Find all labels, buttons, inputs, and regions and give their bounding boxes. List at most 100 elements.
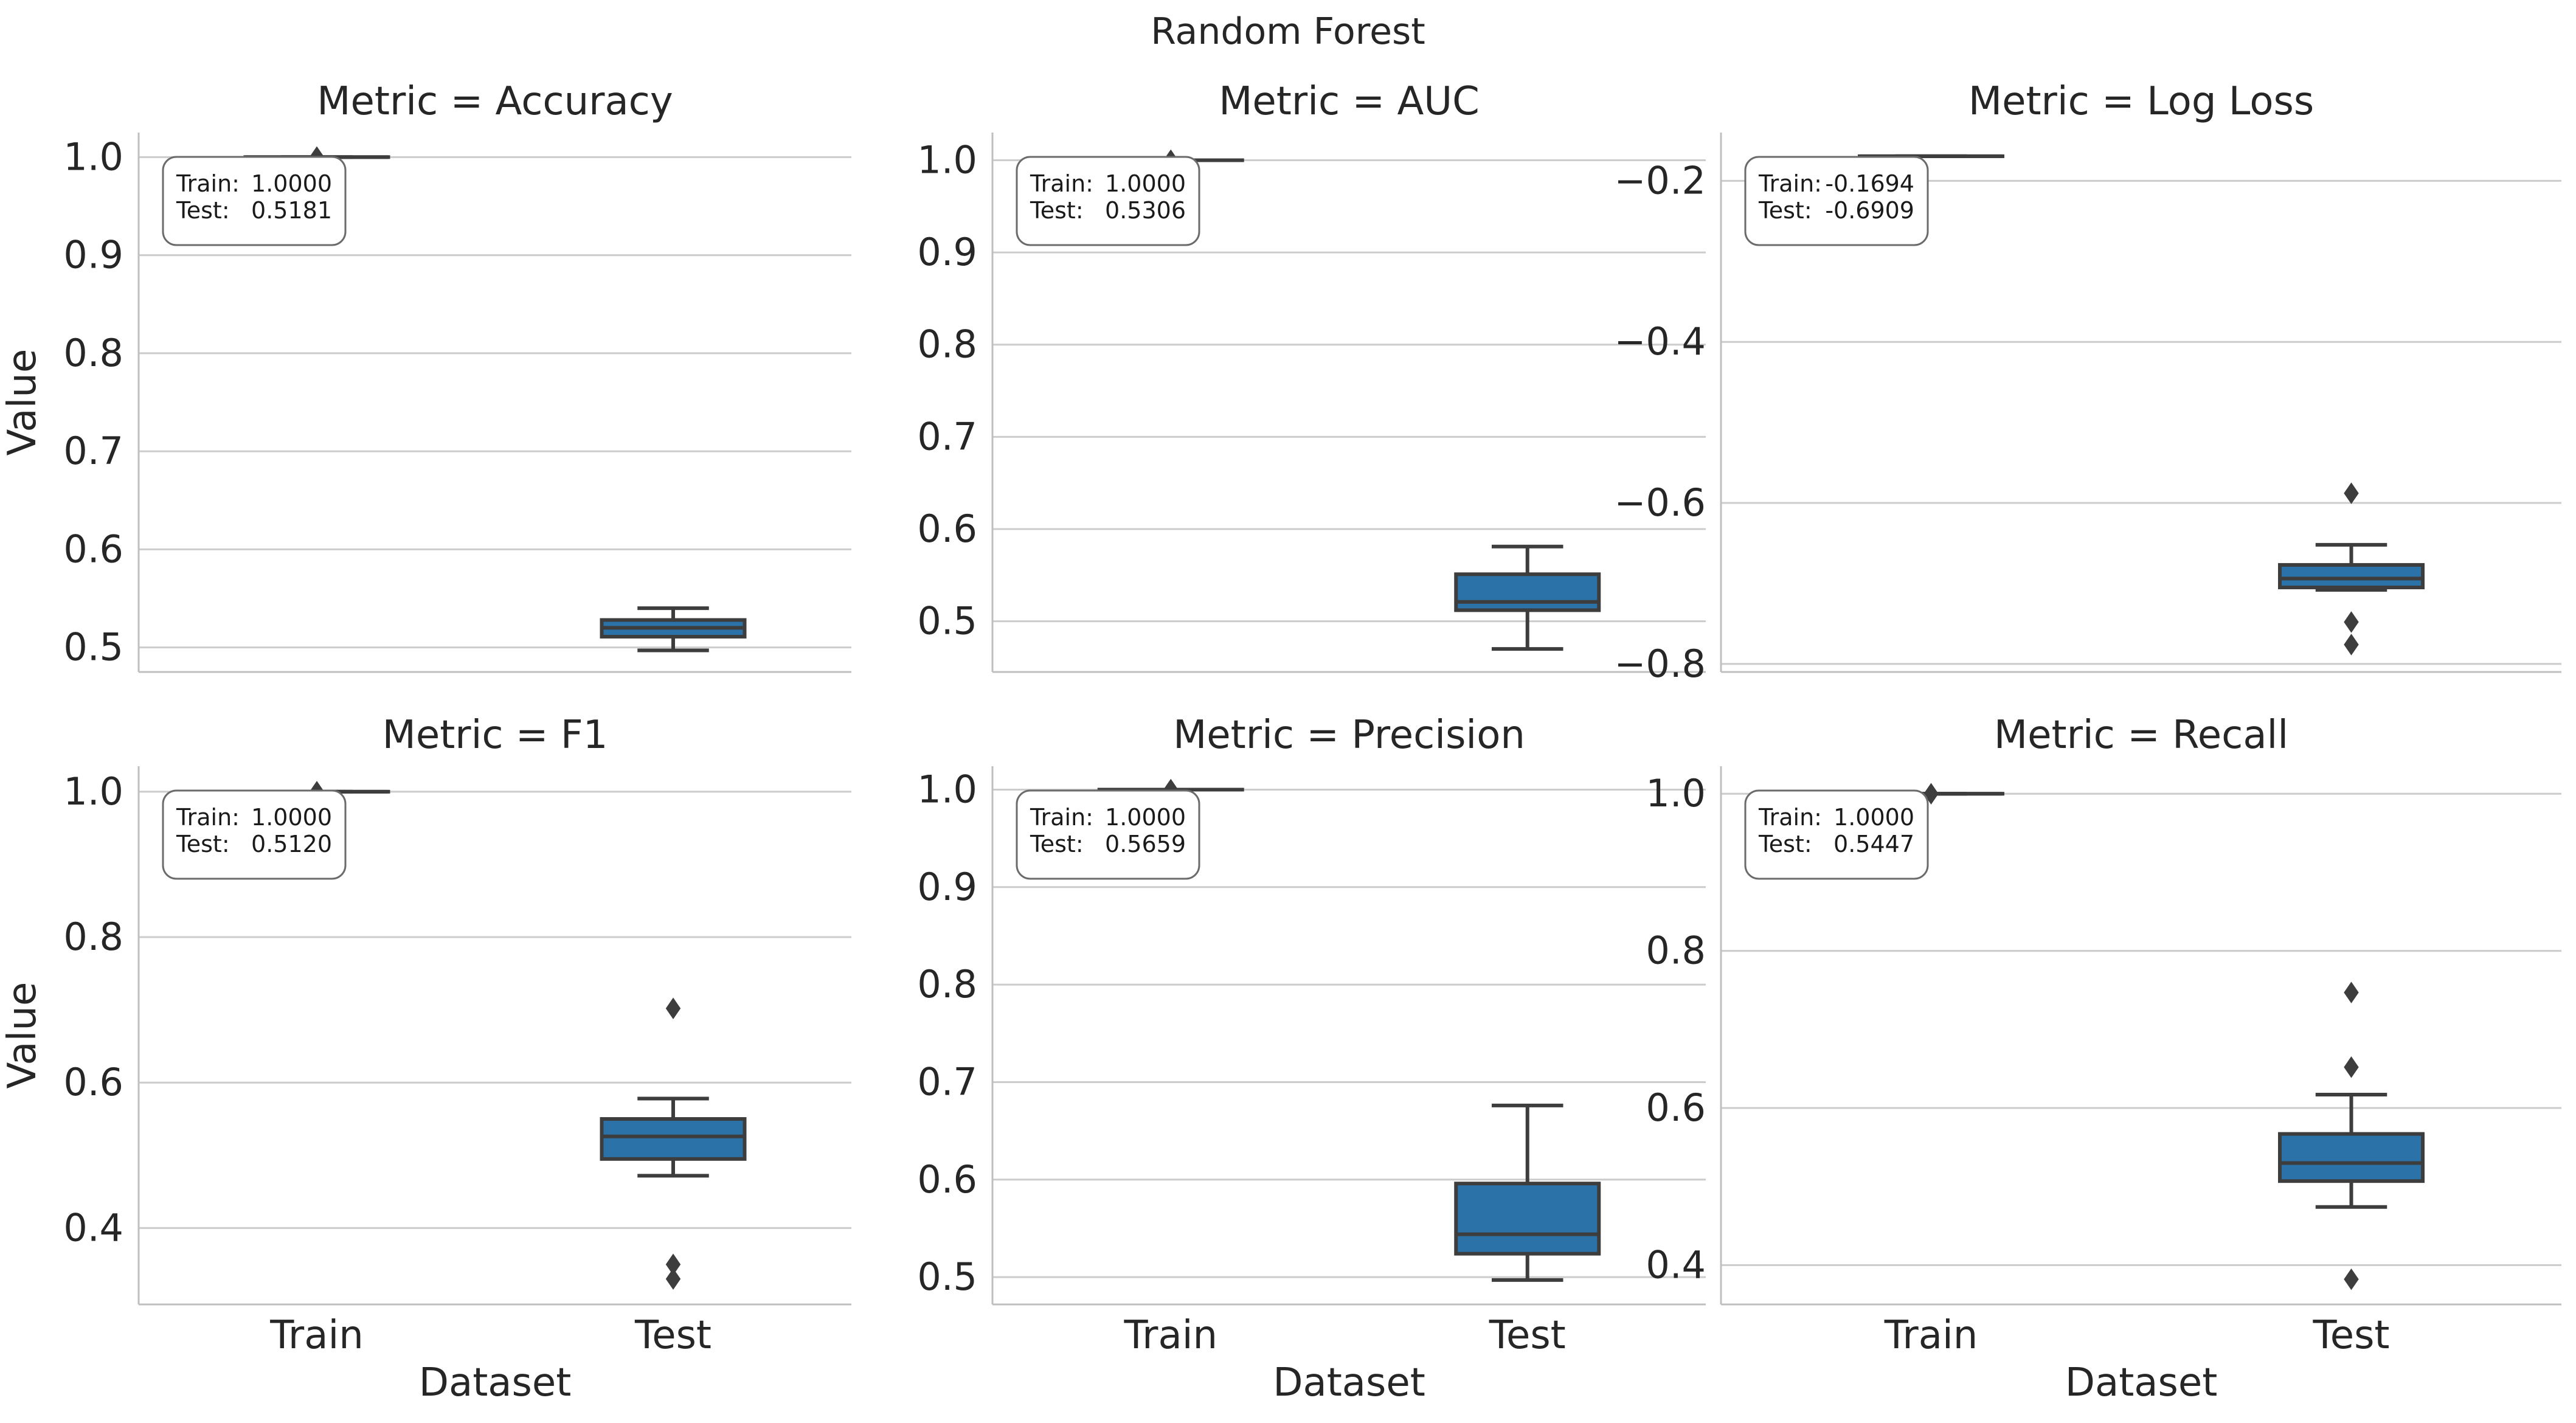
x-axis-label: Dataset (1273, 1360, 1425, 1405)
y-tick-label: 0.6 (917, 1157, 977, 1202)
y-tick-label: 0.6 (917, 507, 977, 551)
x-tick-label: Train (1123, 1313, 1217, 1358)
annotation-label: Train: (176, 170, 240, 197)
stats-annotation: Train: -0.1694 Test: -0.6909 (1744, 156, 1929, 246)
annotation-box (162, 789, 347, 880)
x-tick-label: Test (634, 1313, 712, 1358)
annotation-label: Train: (1758, 170, 1822, 197)
box-iqr (1454, 1182, 1601, 1256)
annotation-value: 0.5659 (1105, 831, 1186, 857)
annotation-box (1016, 156, 1200, 246)
chart-panel: Metric = Precision 0.5 0.6 0.7 0.8 0.9 1.0 Trai… (917, 713, 1706, 1405)
annotation-box (1016, 789, 1200, 880)
annotation-box (162, 156, 347, 246)
y-tick-label: 0.6 (1646, 1085, 1706, 1130)
y-tick-label: 1.0 (63, 134, 123, 179)
annotation-label: Test: (1030, 831, 1084, 857)
box-test (1454, 1103, 1601, 1282)
y-tick-label: 1.0 (1646, 771, 1706, 815)
annotation-box (1744, 789, 1929, 880)
y-axis-label: Value (0, 982, 45, 1089)
box-test (600, 997, 747, 1290)
annotation-label: Test: (1758, 831, 1812, 857)
annotation-value: 0.5181 (251, 197, 332, 224)
y-tick-label: 0.7 (63, 429, 123, 473)
outlier-point (2344, 1056, 2359, 1078)
annotation-value: 1.0000 (1105, 804, 1186, 831)
chart-panel: Metric = Log Loss −0.8 −0.6 −0.4 −0.2 Train: -… (1614, 79, 2561, 686)
annotation-label: Test: (176, 197, 230, 224)
x-axis-label: Dataset (2065, 1360, 2218, 1405)
y-axis-label: Value (0, 349, 45, 456)
panel-title: Metric = Recall (1994, 713, 2288, 758)
panel-title: Metric = F1 (383, 713, 608, 758)
outlier-point (665, 997, 681, 1020)
annotation-label: Test: (176, 831, 230, 857)
box-train (1097, 778, 1244, 801)
annotation-value: -0.6909 (1825, 197, 1914, 224)
outlier-point (1923, 783, 1939, 805)
chart-panel: Metric = F1 0.4 0.6 0.8 1.0 Train Test Dataset V… (0, 713, 851, 1405)
annotation-value: 1.0000 (1833, 804, 1914, 831)
chart-panel: Metric = Recall 0.4 0.6 0.8 1.0 Train Test Data… (1646, 713, 2561, 1405)
y-tick-label: 0.9 (63, 233, 123, 277)
stats-annotation: Train: 1.0000 Test: 0.5447 (1744, 789, 1929, 880)
outlier-point (2344, 611, 2359, 633)
y-tick-label: 0.7 (917, 414, 977, 459)
stats-annotation: Train: 1.0000 Test: 0.5181 (162, 156, 347, 246)
y-tick-label: 0.4 (1646, 1242, 1706, 1287)
y-tick-label: 0.7 (917, 1059, 977, 1104)
box-test (600, 606, 747, 653)
x-tick-label: Test (2312, 1313, 2389, 1358)
annotation-value: -0.1694 (1825, 170, 1914, 197)
panel-title: Metric = Log Loss (1968, 79, 2314, 124)
box-iqr (1454, 572, 1601, 612)
y-tick-label: 1.0 (63, 769, 123, 814)
y-tick-label: 0.6 (63, 1060, 123, 1104)
y-tick-label: 1.0 (917, 137, 977, 182)
x-tick-label: Train (1884, 1313, 1978, 1358)
annotation-label: Test: (1030, 197, 1084, 224)
stats-annotation: Train: 1.0000 Test: 0.5306 (1016, 156, 1200, 246)
panel-title: Metric = AUC (1219, 79, 1480, 124)
y-tick-label: −0.8 (1614, 642, 1706, 686)
annotation-value: 0.5447 (1833, 831, 1914, 857)
chart-panel: Metric = Accuracy 0.5 0.6 0.7 0.8 0.9 1.0 Value… (0, 79, 851, 673)
y-tick-label: 0.4 (63, 1205, 123, 1250)
panels: Metric = Accuracy 0.5 0.6 0.7 0.8 0.9 1.0 Value… (0, 79, 2561, 1405)
outlier-point (2344, 482, 2359, 504)
annotation-value: 0.5306 (1105, 197, 1186, 224)
y-tick-label: 1.0 (917, 767, 977, 811)
panel-title: Metric = Precision (1173, 713, 1525, 758)
y-tick-label: 0.8 (917, 322, 977, 367)
box-test (2278, 982, 2425, 1290)
box-test (1454, 544, 1601, 651)
annotation-value: 1.0000 (251, 804, 332, 831)
annotation-box (1744, 156, 1929, 246)
y-tick-label: −0.2 (1614, 158, 1706, 203)
outlier-point (665, 1268, 681, 1290)
annotation-label: Test: (1758, 197, 1812, 224)
y-tick-label: 0.8 (63, 331, 123, 375)
box-iqr (2278, 1132, 2425, 1183)
figure-title: Random Forest (1151, 10, 1425, 53)
y-tick-label: −0.4 (1614, 319, 1706, 364)
box-test (2278, 482, 2425, 656)
y-tick-label: 0.9 (917, 865, 977, 909)
box-iqr (2278, 563, 2425, 589)
chart-panel: Metric = AUC 0.5 0.6 0.7 0.8 0.9 1.0 Train: 1.00… (917, 79, 1706, 673)
panel-title: Metric = Accuracy (317, 79, 673, 124)
y-tick-label: 0.8 (917, 962, 977, 1006)
annotation-label: Train: (176, 804, 240, 831)
y-tick-label: 0.6 (63, 527, 123, 571)
outlier-point (2344, 982, 2359, 1003)
outlier-point (2344, 1268, 2359, 1290)
outlier-point (2344, 634, 2359, 656)
y-tick-label: −0.6 (1614, 480, 1706, 525)
annotation-label: Train: (1030, 804, 1093, 831)
y-tick-label: 0.5 (917, 599, 977, 643)
box-iqr (600, 1117, 747, 1161)
y-tick-label: 0.8 (63, 915, 123, 959)
annotation-value: 0.5120 (251, 831, 332, 857)
